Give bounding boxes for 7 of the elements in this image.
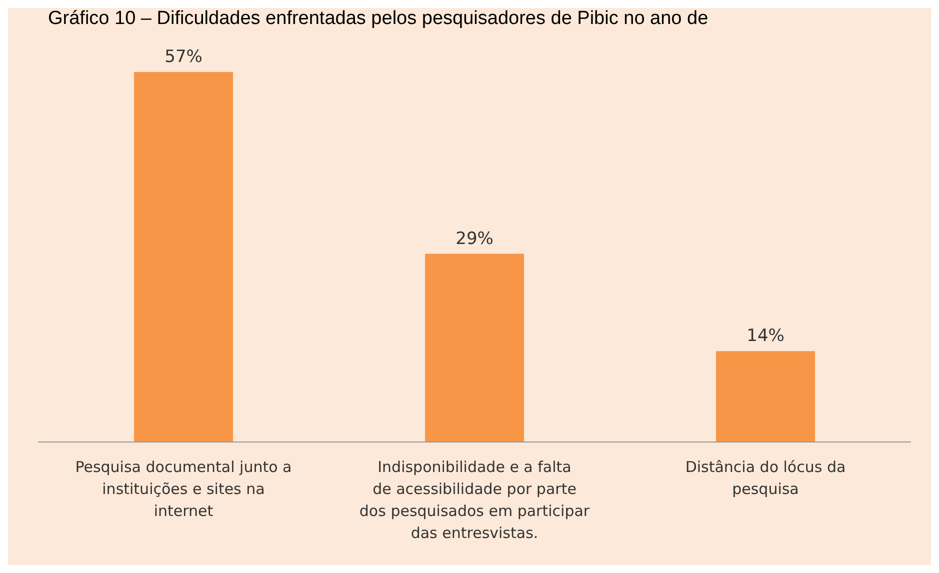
x-tick-label: Indisponibilidade e a falta de acessibilidade por parte dos pesquisados em participar das entresvistas. bbox=[359, 458, 590, 542]
x-tick-label: Pesquisa documental junto a instituições e sites na internet bbox=[75, 458, 292, 520]
data-label: 14% bbox=[746, 326, 784, 346]
chart-title: Gráfico 10 – Dificuldades enfrentadas pelos pesquisadores de Pibic no ano de bbox=[47, 8, 710, 31]
data-label: 57% bbox=[164, 47, 202, 67]
x-tick-label: Distância do lócus da pesquisa bbox=[685, 458, 846, 498]
data-label: 29% bbox=[456, 228, 494, 249]
